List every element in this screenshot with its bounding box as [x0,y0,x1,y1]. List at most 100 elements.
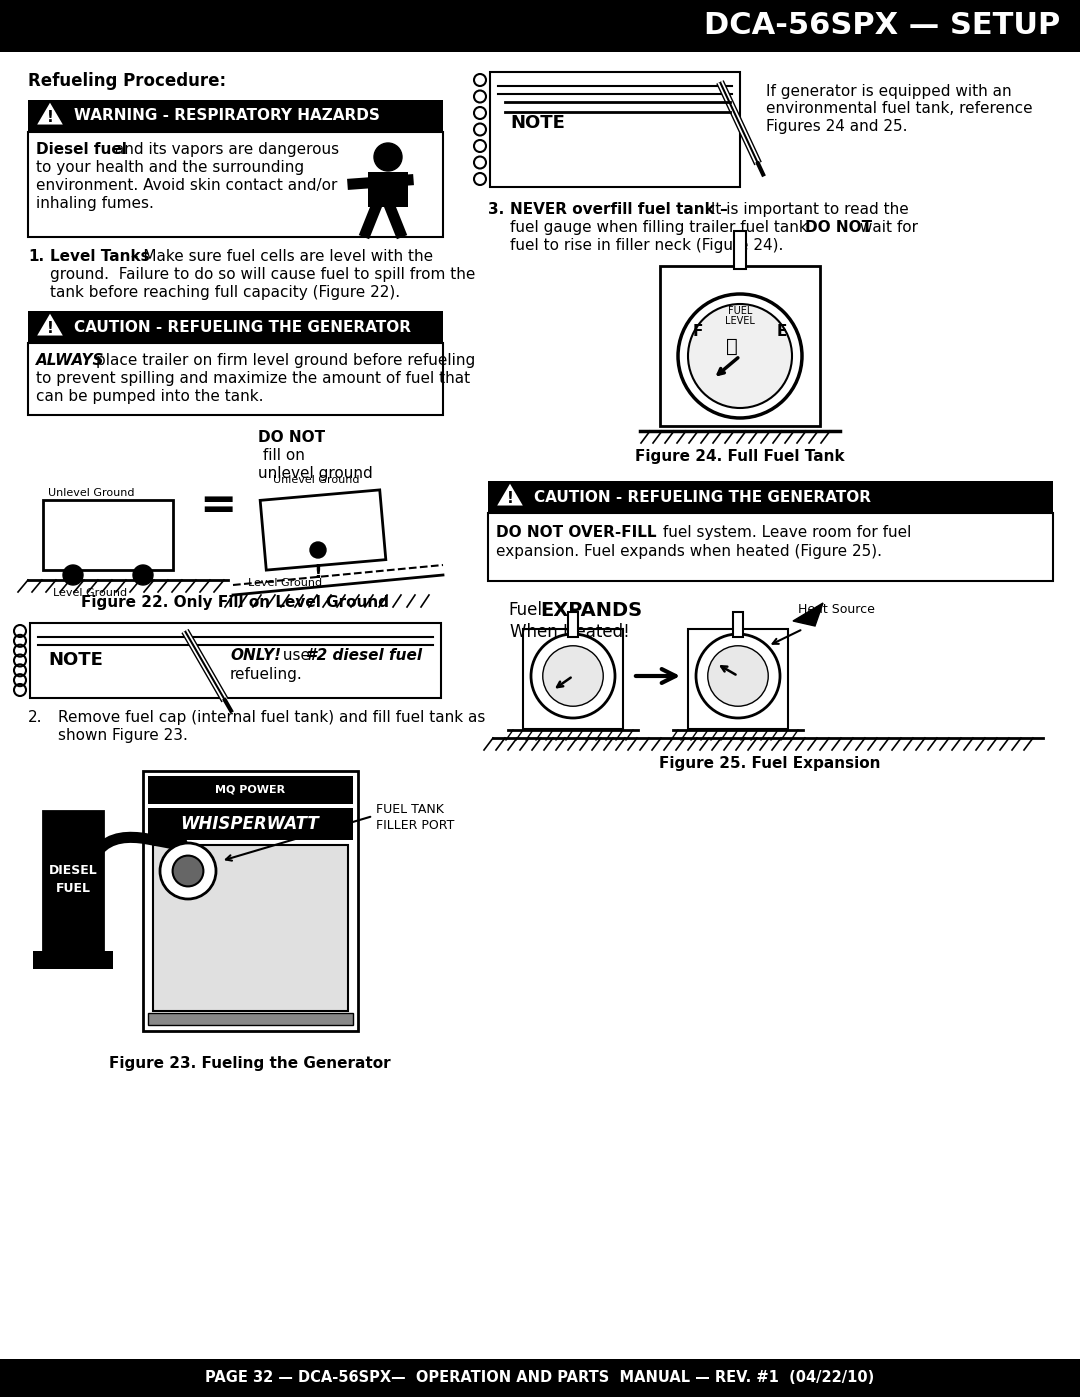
Polygon shape [39,105,60,123]
Text: shown Figure 23.: shown Figure 23. [58,728,188,743]
Circle shape [374,142,402,170]
Text: DO NOT: DO NOT [258,430,325,446]
Text: PAGE 32 — DCA-56SPX—  OPERATION AND PARTS  MANUAL — REV. #1  (04/22/10): PAGE 32 — DCA-56SPX— OPERATION AND PARTS… [205,1370,875,1386]
Text: wait for: wait for [855,219,918,235]
Text: !: ! [46,321,53,337]
Bar [733,612,743,637]
Circle shape [707,645,768,707]
Bar [0,0,1080,52]
Text: ONLY!: ONLY! [230,648,281,664]
Text: !: ! [313,563,323,583]
Text: LEVEL: LEVEL [725,316,755,326]
Bar [488,513,1053,581]
Text: environment. Avoid skin contact and/or: environment. Avoid skin contact and/or [36,177,337,193]
Text: Level Tanks: Level Tanks [50,249,150,264]
Text: Fuel: Fuel [508,601,542,619]
Circle shape [160,842,216,900]
Bar [490,73,740,187]
Bar [153,845,348,1011]
Text: NOTE: NOTE [48,651,103,669]
Text: unlevel ground: unlevel ground [258,467,373,481]
Text: =: = [200,483,237,527]
Text: to your health and the surrounding: to your health and the surrounding [36,161,305,175]
Text: E: E [777,324,787,338]
Text: 1.: 1. [28,249,44,264]
Bar [33,951,113,970]
Text: CAUTION - REFUELING THE GENERATOR: CAUTION - REFUELING THE GENERATOR [534,489,870,504]
Text: place trailer on firm level ground before refueling: place trailer on firm level ground befor… [96,353,475,367]
Circle shape [531,634,615,718]
Text: Figure 23. Fueling the Generator: Figure 23. Fueling the Generator [109,1056,391,1071]
Text: to prevent spilling and maximize the amount of fuel that: to prevent spilling and maximize the amo… [36,372,470,386]
Text: NEVER overfill fuel tank –: NEVER overfill fuel tank – [510,203,728,217]
Text: !: ! [46,110,53,126]
Text: – Make sure fuel cells are level with the: – Make sure fuel cells are level with th… [126,249,433,264]
Circle shape [696,634,780,718]
Circle shape [63,564,83,585]
Text: DCA-56SPX — SETUP: DCA-56SPX — SETUP [704,11,1059,41]
Text: inhaling fumes.: inhaling fumes. [36,196,153,211]
Text: If generator is equipped with an
environmental fuel tank, reference
Figures 24 a: If generator is equipped with an environ… [766,84,1032,134]
Text: NOTE: NOTE [510,115,565,131]
Bar [28,312,443,344]
Bar [30,623,441,698]
Text: Heat Source: Heat Source [798,604,875,616]
Text: CAUTION - REFUELING THE GENERATOR: CAUTION - REFUELING THE GENERATOR [75,320,411,334]
Circle shape [173,855,203,887]
Circle shape [678,293,802,418]
Text: When Heated!: When Heated! [510,623,630,641]
Bar [734,231,746,270]
Text: fuel to rise in filler neck (Figure 24).: fuel to rise in filler neck (Figure 24). [510,237,783,253]
Text: F: F [692,324,703,338]
Text: MQ POWER: MQ POWER [215,785,285,795]
Bar [43,812,103,951]
Text: can be pumped into the tank.: can be pumped into the tank. [36,388,264,404]
Polygon shape [499,486,521,504]
Bar [43,500,173,570]
Bar [148,1013,353,1025]
Text: !: ! [507,492,513,506]
Bar [0,1359,1080,1397]
Text: ⛽: ⛽ [726,337,738,355]
Text: and its vapors are dangerous: and its vapors are dangerous [110,142,339,156]
Text: 3.: 3. [488,203,504,217]
Text: FUEL TANK: FUEL TANK [376,803,444,816]
Bar [148,807,353,840]
Bar [143,771,357,1031]
Text: DIESEL: DIESEL [49,865,97,877]
Text: Level Ground: Level Ground [53,588,127,598]
Text: Figure 22. Only Fill on Level Ground: Figure 22. Only Fill on Level Ground [81,595,389,610]
Text: DO NOT OVER-FILL: DO NOT OVER-FILL [496,525,657,541]
Text: Figure 24. Full Fuel Tank: Figure 24. Full Fuel Tank [635,448,845,464]
Bar [523,629,623,729]
Text: Figure 25. Fuel Expansion: Figure 25. Fuel Expansion [659,756,881,771]
Text: WHISPERWATT: WHISPERWATT [180,814,320,833]
Bar [368,172,408,207]
Text: 2.: 2. [28,710,42,725]
Text: use: use [278,648,315,664]
Text: tank before reaching full capacity (Figure 22).: tank before reaching full capacity (Figu… [50,285,400,300]
Text: #2 diesel fuel: #2 diesel fuel [306,648,422,664]
Text: Unlevel Ground: Unlevel Ground [273,475,360,485]
Polygon shape [260,490,386,570]
Text: DO NOT: DO NOT [805,219,873,235]
Text: FUEL: FUEL [55,883,91,895]
Text: ground.  Failure to do so will cause fuel to spill from the: ground. Failure to do so will cause fuel… [50,267,475,282]
Bar [28,344,443,415]
Text: It is important to read the: It is important to read the [706,203,908,217]
Circle shape [688,305,792,408]
Circle shape [133,564,153,585]
Bar [148,775,353,805]
Text: ALWAYS: ALWAYS [36,353,105,367]
Text: Unlevel Ground: Unlevel Ground [48,488,135,497]
Text: fuel gauge when filling trailer fuel tank.: fuel gauge when filling trailer fuel tan… [510,219,822,235]
Bar [568,612,578,637]
Text: fill on: fill on [258,448,305,462]
Text: Diesel fuel: Diesel fuel [36,142,126,156]
Bar [28,101,443,131]
Text: EXPANDS: EXPANDS [540,601,643,620]
Polygon shape [793,604,823,626]
Text: Level Ground: Level Ground [248,578,322,588]
Bar [488,481,1053,513]
Circle shape [543,645,604,707]
